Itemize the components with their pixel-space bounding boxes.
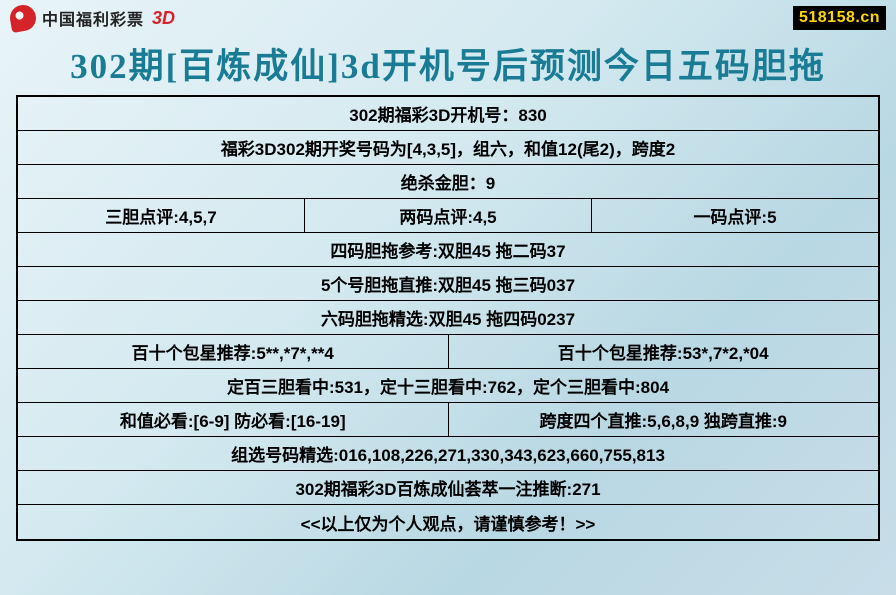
cell-two: 两码点评:4,5	[305, 199, 592, 232]
cell-fixed: 定百三胆看中:531，定十三胆看中:762，定个三胆看中:804	[18, 369, 878, 402]
site-tag: 518158.cn	[793, 6, 886, 30]
cell-five-code: 5个号胆拖直推:双胆45 拖三码037	[18, 267, 878, 300]
logo-block: 中国福利彩票 3D	[10, 5, 175, 31]
cell-sum: 和值必看:[6-9] 防必看:[16-19]	[18, 403, 449, 436]
table-row: 四码胆拖参考:双胆45 拖二码37	[18, 233, 878, 267]
cell-six-code: 六码胆拖精选:双胆45 拖四码0237	[18, 301, 878, 334]
table-row: 302期福彩3D开机号：830	[18, 97, 878, 131]
table-row: 定百三胆看中:531，定十三胆看中:762，定个三胆看中:804	[18, 369, 878, 403]
cell-disclaimer: <<以上仅为个人观点，请谨慎参考！>>	[18, 505, 878, 539]
cell-four-code: 四码胆拖参考:双胆45 拖二码37	[18, 233, 878, 266]
table-row: 百十个包星推荐:5**,*7*,**4 百十个包星推荐:53*,7*2,*04	[18, 335, 878, 369]
table-row: 5个号胆拖直推:双胆45 拖三码037	[18, 267, 878, 301]
cell-combo: 组选号码精选:016,108,226,271,330,343,623,660,7…	[18, 437, 878, 470]
lottery-logo-icon	[8, 3, 38, 33]
logo-3d: 3D	[152, 8, 175, 29]
table-row: 绝杀金胆：9	[18, 165, 878, 199]
cell-three: 三胆点评:4,5,7	[18, 199, 305, 232]
cell-draw-info: 福彩3D302期开奖号码为[4,3,5]，组六，和值12(尾2)，跨度2	[18, 131, 878, 164]
cell-open-number: 302期福彩3D开机号：830	[18, 97, 878, 130]
cell-star-a: 百十个包星推荐:5**,*7*,**4	[18, 335, 449, 368]
cell-kill: 绝杀金胆：9	[18, 165, 878, 198]
logo-text: 中国福利彩票	[42, 6, 144, 30]
cell-span: 跨度四个直推:5,6,8,9 独跨直推:9	[449, 403, 879, 436]
table-row: <<以上仅为个人观点，请谨慎参考！>>	[18, 505, 878, 539]
cell-pick: 302期福彩3D百炼成仙荟萃一注推断:271	[18, 471, 878, 504]
cell-one: 一码点评:5	[592, 199, 878, 232]
table-row: 302期福彩3D百炼成仙荟萃一注推断:271	[18, 471, 878, 505]
table-row: 组选号码精选:016,108,226,271,330,343,623,660,7…	[18, 437, 878, 471]
title-row: 302期[百炼成仙]3d开机号后预测今日五码胆拖	[0, 34, 896, 95]
table-row: 和值必看:[6-9] 防必看:[16-19] 跨度四个直推:5,6,8,9 独跨…	[18, 403, 878, 437]
table-row: 三胆点评:4,5,7 两码点评:4,5 一码点评:5	[18, 199, 878, 233]
data-table: 302期福彩3D开机号：830 福彩3D302期开奖号码为[4,3,5]，组六，…	[16, 95, 880, 541]
table-row: 福彩3D302期开奖号码为[4,3,5]，组六，和值12(尾2)，跨度2	[18, 131, 878, 165]
table-row: 六码胆拖精选:双胆45 拖四码0237	[18, 301, 878, 335]
cell-star-b: 百十个包星推荐:53*,7*2,*04	[449, 335, 879, 368]
header-bar: 中国福利彩票 3D 518158.cn	[0, 0, 896, 34]
page-title: 302期[百炼成仙]3d开机号后预测今日五码胆拖	[0, 38, 896, 89]
